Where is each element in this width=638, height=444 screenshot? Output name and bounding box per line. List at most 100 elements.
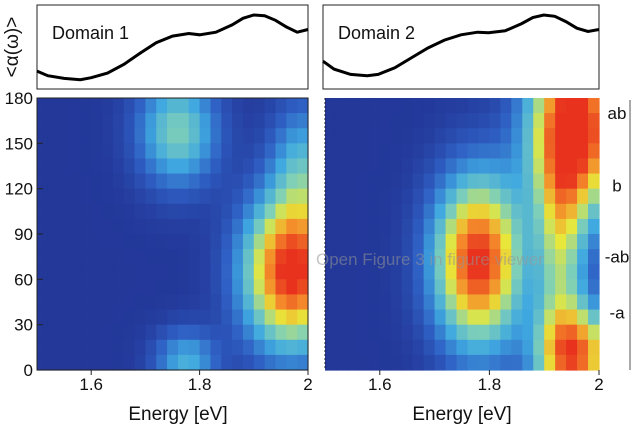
- heatmap-cell: [232, 188, 244, 205]
- heatmap-cell: [357, 234, 370, 250]
- heatmap-cell: [511, 354, 523, 371]
- heatmap-cell: [533, 339, 545, 356]
- heatmap-cell: [123, 113, 136, 129]
- heatmap-cell: [566, 279, 578, 296]
- heatmap-cell: [286, 264, 298, 280]
- heatmap-cell: [145, 294, 157, 311]
- heatmap-cell: [37, 158, 49, 175]
- heatmap-cell: [167, 218, 179, 235]
- heatmap-cell: [456, 218, 469, 235]
- heatmap-cell: [297, 234, 309, 250]
- x-tick-label-domain-2: 1.8: [478, 375, 502, 394]
- heatmap-cell: [346, 264, 359, 280]
- heatmap-cell: [112, 234, 125, 250]
- heatmap-cell: [434, 203, 447, 220]
- heatmap-cell: [445, 249, 458, 265]
- heatmap-cell: [412, 234, 425, 250]
- heatmap-cell: [335, 218, 348, 235]
- heatmap-cell: [434, 264, 447, 280]
- heatmap-cell: [123, 309, 136, 326]
- heatmap-cell: [242, 128, 255, 144]
- heatmap-cell: [102, 279, 114, 296]
- heatmap-cell: [588, 249, 600, 265]
- figure-viewer-link[interactable]: Open Figure 3 in figure viewer: [316, 250, 544, 269]
- heatmap-cell: [357, 128, 370, 144]
- heatmap-cell: [467, 324, 480, 341]
- heatmap-cell: [533, 98, 545, 114]
- heatmap-cell: [80, 173, 92, 190]
- heatmap-cell: [58, 249, 71, 265]
- heatmap-cell: [275, 234, 287, 250]
- heatmap-cell: [577, 249, 589, 265]
- heatmap-cell: [522, 173, 534, 190]
- heatmap-cell: [489, 234, 501, 250]
- heatmap-cell: [379, 158, 392, 175]
- heatmap-cell: [134, 203, 146, 220]
- heatmap-cell: [577, 264, 589, 280]
- heatmap-cell: [511, 158, 523, 175]
- heatmap-cell: [423, 279, 436, 296]
- heatmap-cell: [335, 98, 348, 114]
- heatmap-cell: [577, 143, 589, 160]
- heatmap-cell: [145, 234, 157, 250]
- heatmap-cell: [566, 309, 578, 326]
- heatmap-cell: [37, 234, 49, 250]
- heatmap-cell: [456, 203, 469, 220]
- heatmap-cell: [390, 234, 403, 250]
- heatmap-cell: [577, 339, 589, 356]
- heatmap-cell: [112, 98, 125, 114]
- heatmap-cell: [522, 113, 534, 129]
- heatmap-cell: [37, 203, 49, 220]
- heatmap-cell: [102, 354, 114, 371]
- heatmap-cell: [401, 188, 414, 205]
- heatmap-cell: [242, 309, 255, 326]
- heatmap-cell: [434, 324, 447, 341]
- heatmap-cell: [555, 143, 567, 160]
- heatmap-cell: [478, 143, 490, 160]
- heatmap-cell: [346, 249, 359, 265]
- heatmap-cell: [210, 264, 222, 280]
- heatmap-cell: [522, 249, 534, 265]
- heatmap-cell: [188, 173, 201, 190]
- heatmap-cell: [346, 173, 359, 190]
- heatmap-cell: [368, 173, 381, 190]
- heatmap-cell: [58, 143, 71, 160]
- heatmap-cell: [566, 158, 578, 175]
- heatmap-cell: [145, 158, 157, 175]
- heatmap-cell: [467, 354, 480, 371]
- heatmap-cell: [335, 339, 348, 356]
- heatmap-cell: [112, 173, 125, 190]
- heatmap-cell: [390, 203, 403, 220]
- heatmap-cell: [91, 264, 103, 280]
- heatmap-cell: [253, 173, 266, 190]
- heatmap-cell: [123, 294, 136, 311]
- heatmap-cell: [478, 264, 490, 280]
- heatmap-cell: [134, 158, 146, 175]
- heatmap-cell: [368, 249, 381, 265]
- heatmap-cell: [91, 203, 103, 220]
- heatmap-cell: [577, 279, 589, 296]
- heatmap-cell: [264, 158, 277, 175]
- heatmap-cell: [434, 218, 447, 235]
- heatmap-cell: [467, 234, 480, 250]
- heatmap-cell: [264, 128, 277, 144]
- heatmap-cell: [500, 188, 512, 205]
- heatmap-cell: [566, 294, 578, 311]
- heatmap-cell: [335, 294, 348, 311]
- heatmap-cell: [253, 309, 266, 326]
- heatmap-cell: [69, 173, 81, 190]
- heatmap-cell: [434, 279, 447, 296]
- heatmap-cell: [221, 354, 233, 371]
- heatmap-cell: [445, 354, 458, 371]
- heatmap-cell: [445, 188, 458, 205]
- heatmap-cell: [335, 173, 348, 190]
- heatmap-cell: [412, 279, 425, 296]
- heatmap-cell: [69, 264, 81, 280]
- heatmap-cell: [275, 324, 287, 341]
- heatmap-cell: [456, 294, 469, 311]
- heatmap-cell: [123, 98, 136, 114]
- heatmap-cell: [379, 264, 392, 280]
- heatmap-cell: [177, 98, 190, 114]
- heatmap-cell: [167, 188, 179, 205]
